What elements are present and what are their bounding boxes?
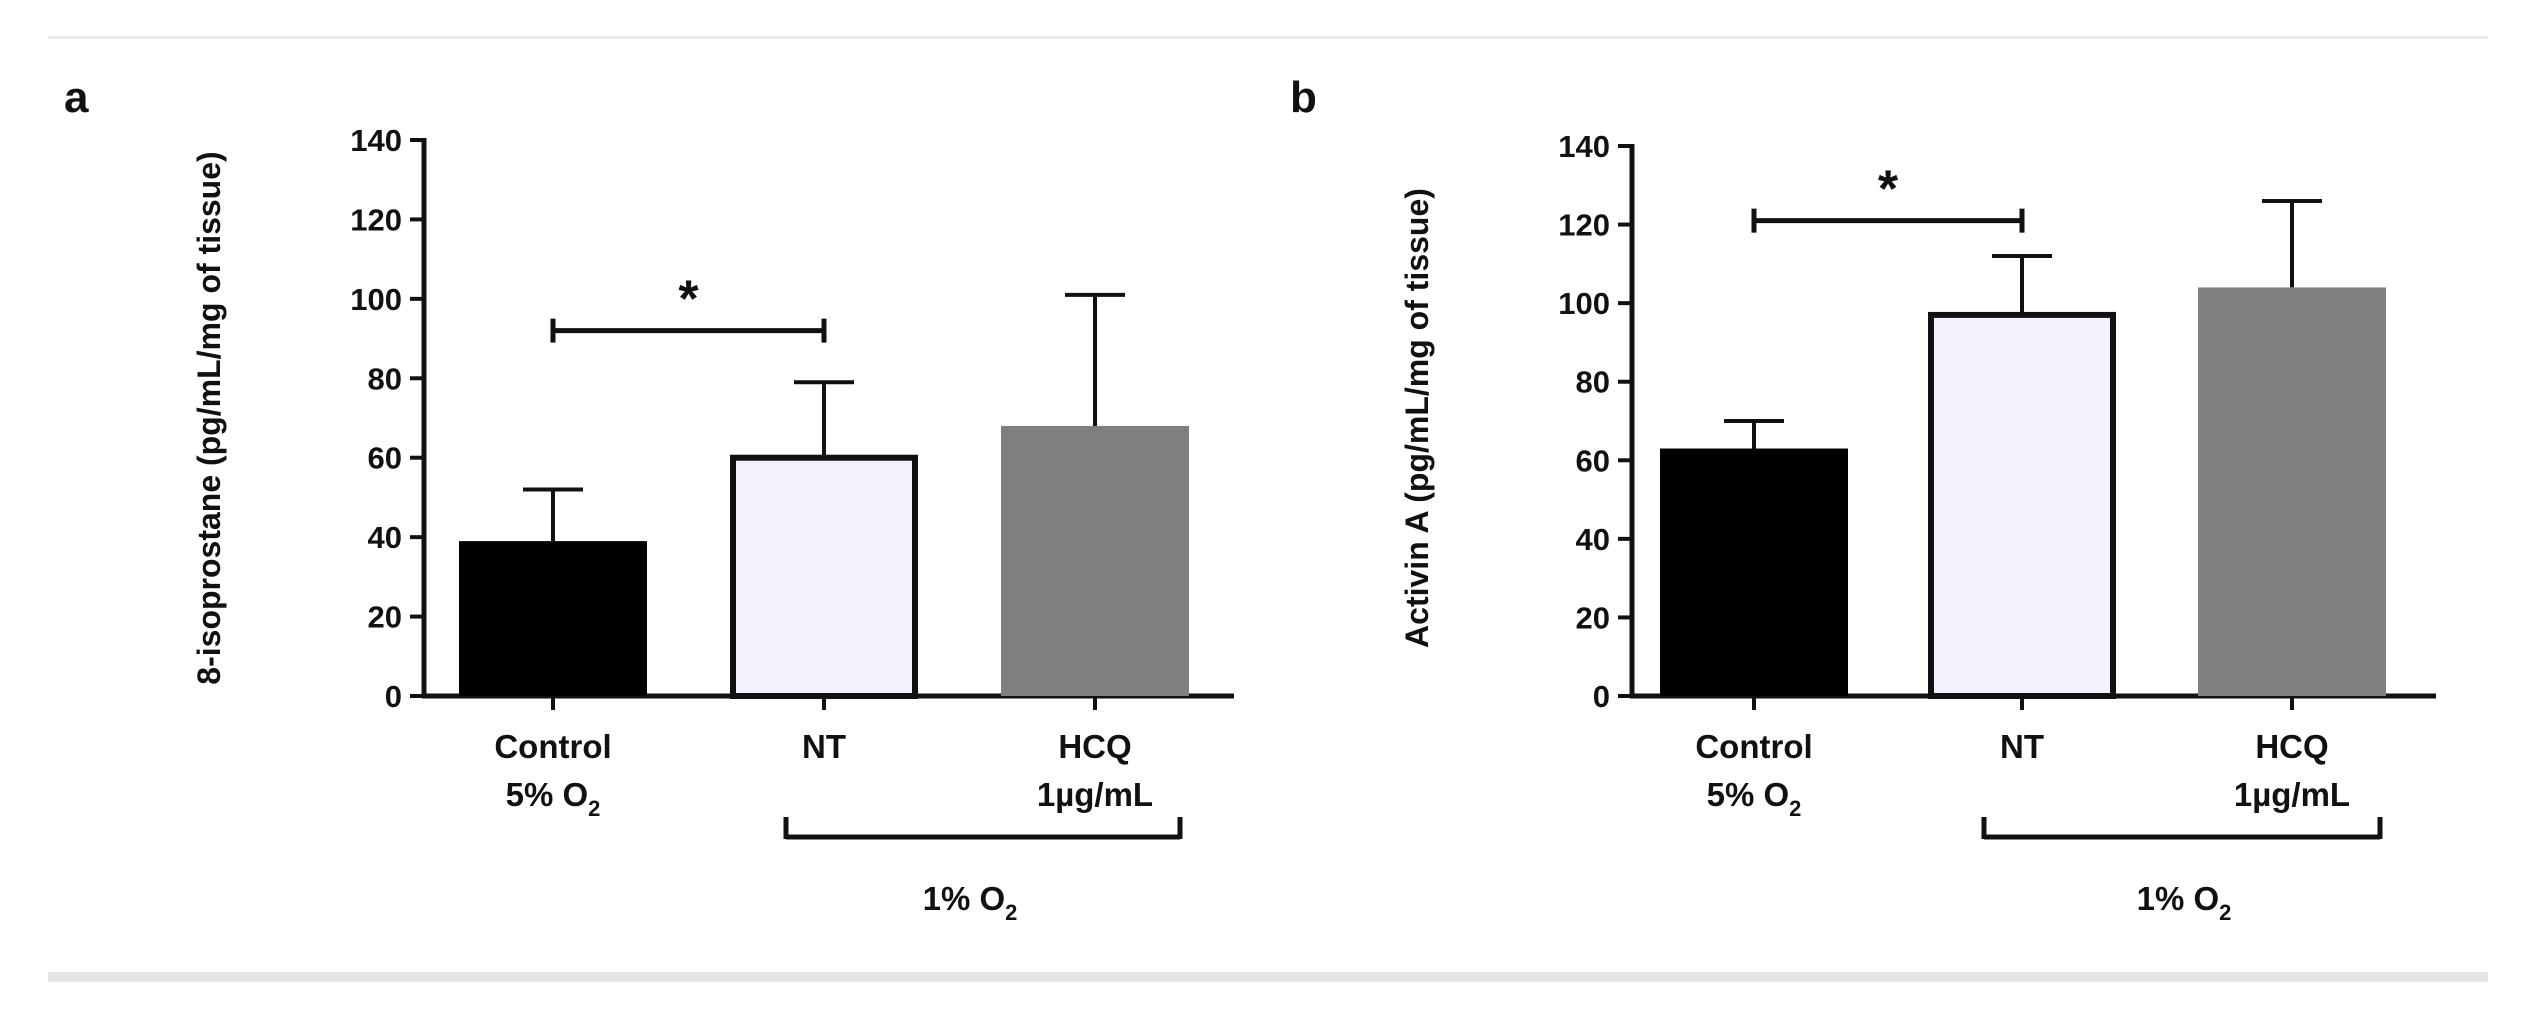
group-label: 1% O2: [2137, 880, 2232, 925]
y-tick-label: 60: [1576, 443, 1610, 478]
group-label-main: 1% O: [923, 880, 1006, 917]
x-tick-label: HCQ: [2255, 728, 2328, 765]
panel-letter: b: [1290, 73, 1317, 122]
x-tick-sublabel-main: 1µg/mL: [2234, 776, 2350, 813]
x-tick-sublabel-subscript: 2: [1789, 796, 1801, 821]
significance-star: *: [678, 271, 699, 329]
group-label: 1% O2: [923, 880, 1018, 925]
y-tick-label: 40: [368, 520, 402, 555]
y-tick-label: 60: [368, 441, 402, 476]
x-tick-sublabel: 5% O2: [506, 776, 601, 821]
panel-a: a 8-isoprostane (pg/mL/mg of tissue) 0 20 40…: [64, 73, 1234, 925]
x-tick-sublabel: 5% O2: [1707, 776, 1802, 821]
bottom-divider: [48, 972, 2488, 982]
y-axis-label: Activin A (pg/mL/mg of tissue): [1399, 188, 1435, 648]
x-tick-sublabel: 1µg/mL: [1037, 776, 1153, 813]
x-tick-label: NT: [2000, 728, 2044, 765]
significance-star: *: [1878, 161, 1899, 219]
x-tick-sublabel-subscript: 2: [588, 796, 600, 821]
x-tick-label: NT: [802, 728, 846, 765]
y-tick-label: 20: [368, 600, 402, 635]
y-axis-label: 8-isoprostane (pg/mL/mg of tissue): [191, 151, 227, 684]
bar-control: [459, 541, 647, 696]
y-tick-label: 20: [1576, 600, 1610, 635]
y-tick-label: 140: [1558, 129, 1610, 164]
bar-nt: [730, 454, 918, 700]
x-tick-sublabel-main: 5% O: [1707, 776, 1790, 813]
x-tick-label: Control: [494, 728, 611, 765]
x-tick-sublabel-main: 1µg/mL: [1037, 776, 1153, 813]
y-tick-label: 80: [368, 361, 402, 396]
group-label-main: 1% O: [2137, 880, 2220, 917]
bar-hcq: [2198, 287, 2386, 696]
x-tick-sublabel-main: 5% O: [506, 776, 589, 813]
y-tick-label: 0: [385, 679, 402, 714]
y-tick-label: 0: [1593, 679, 1610, 714]
bar-hcq: [1001, 425, 1189, 696]
y-tick-label: 100: [1558, 286, 1610, 321]
bar-nt: [1928, 311, 2116, 699]
y-tick-label: 100: [350, 282, 402, 317]
y-tick-label: 40: [1576, 522, 1610, 557]
bar-control: [1660, 448, 1848, 696]
x-tick-label: Control: [1695, 728, 1812, 765]
y-tick-label: 120: [350, 202, 402, 237]
x-tick-label: HCQ: [1058, 728, 1131, 765]
y-tick-label: 140: [350, 123, 402, 158]
y-tick-label: 80: [1576, 365, 1610, 400]
group-label-subscript: 2: [2219, 900, 2231, 925]
y-tick-label: 120: [1558, 208, 1610, 243]
x-tick-sublabel: 1µg/mL: [2234, 776, 2350, 813]
panel-letter: a: [64, 73, 89, 122]
group-label-subscript: 2: [1005, 900, 1017, 925]
panel-b: b Activin A (pg/mL/mg of tissue) 0 20 40 60 80…: [1290, 73, 2436, 925]
top-divider: [48, 36, 2488, 39]
